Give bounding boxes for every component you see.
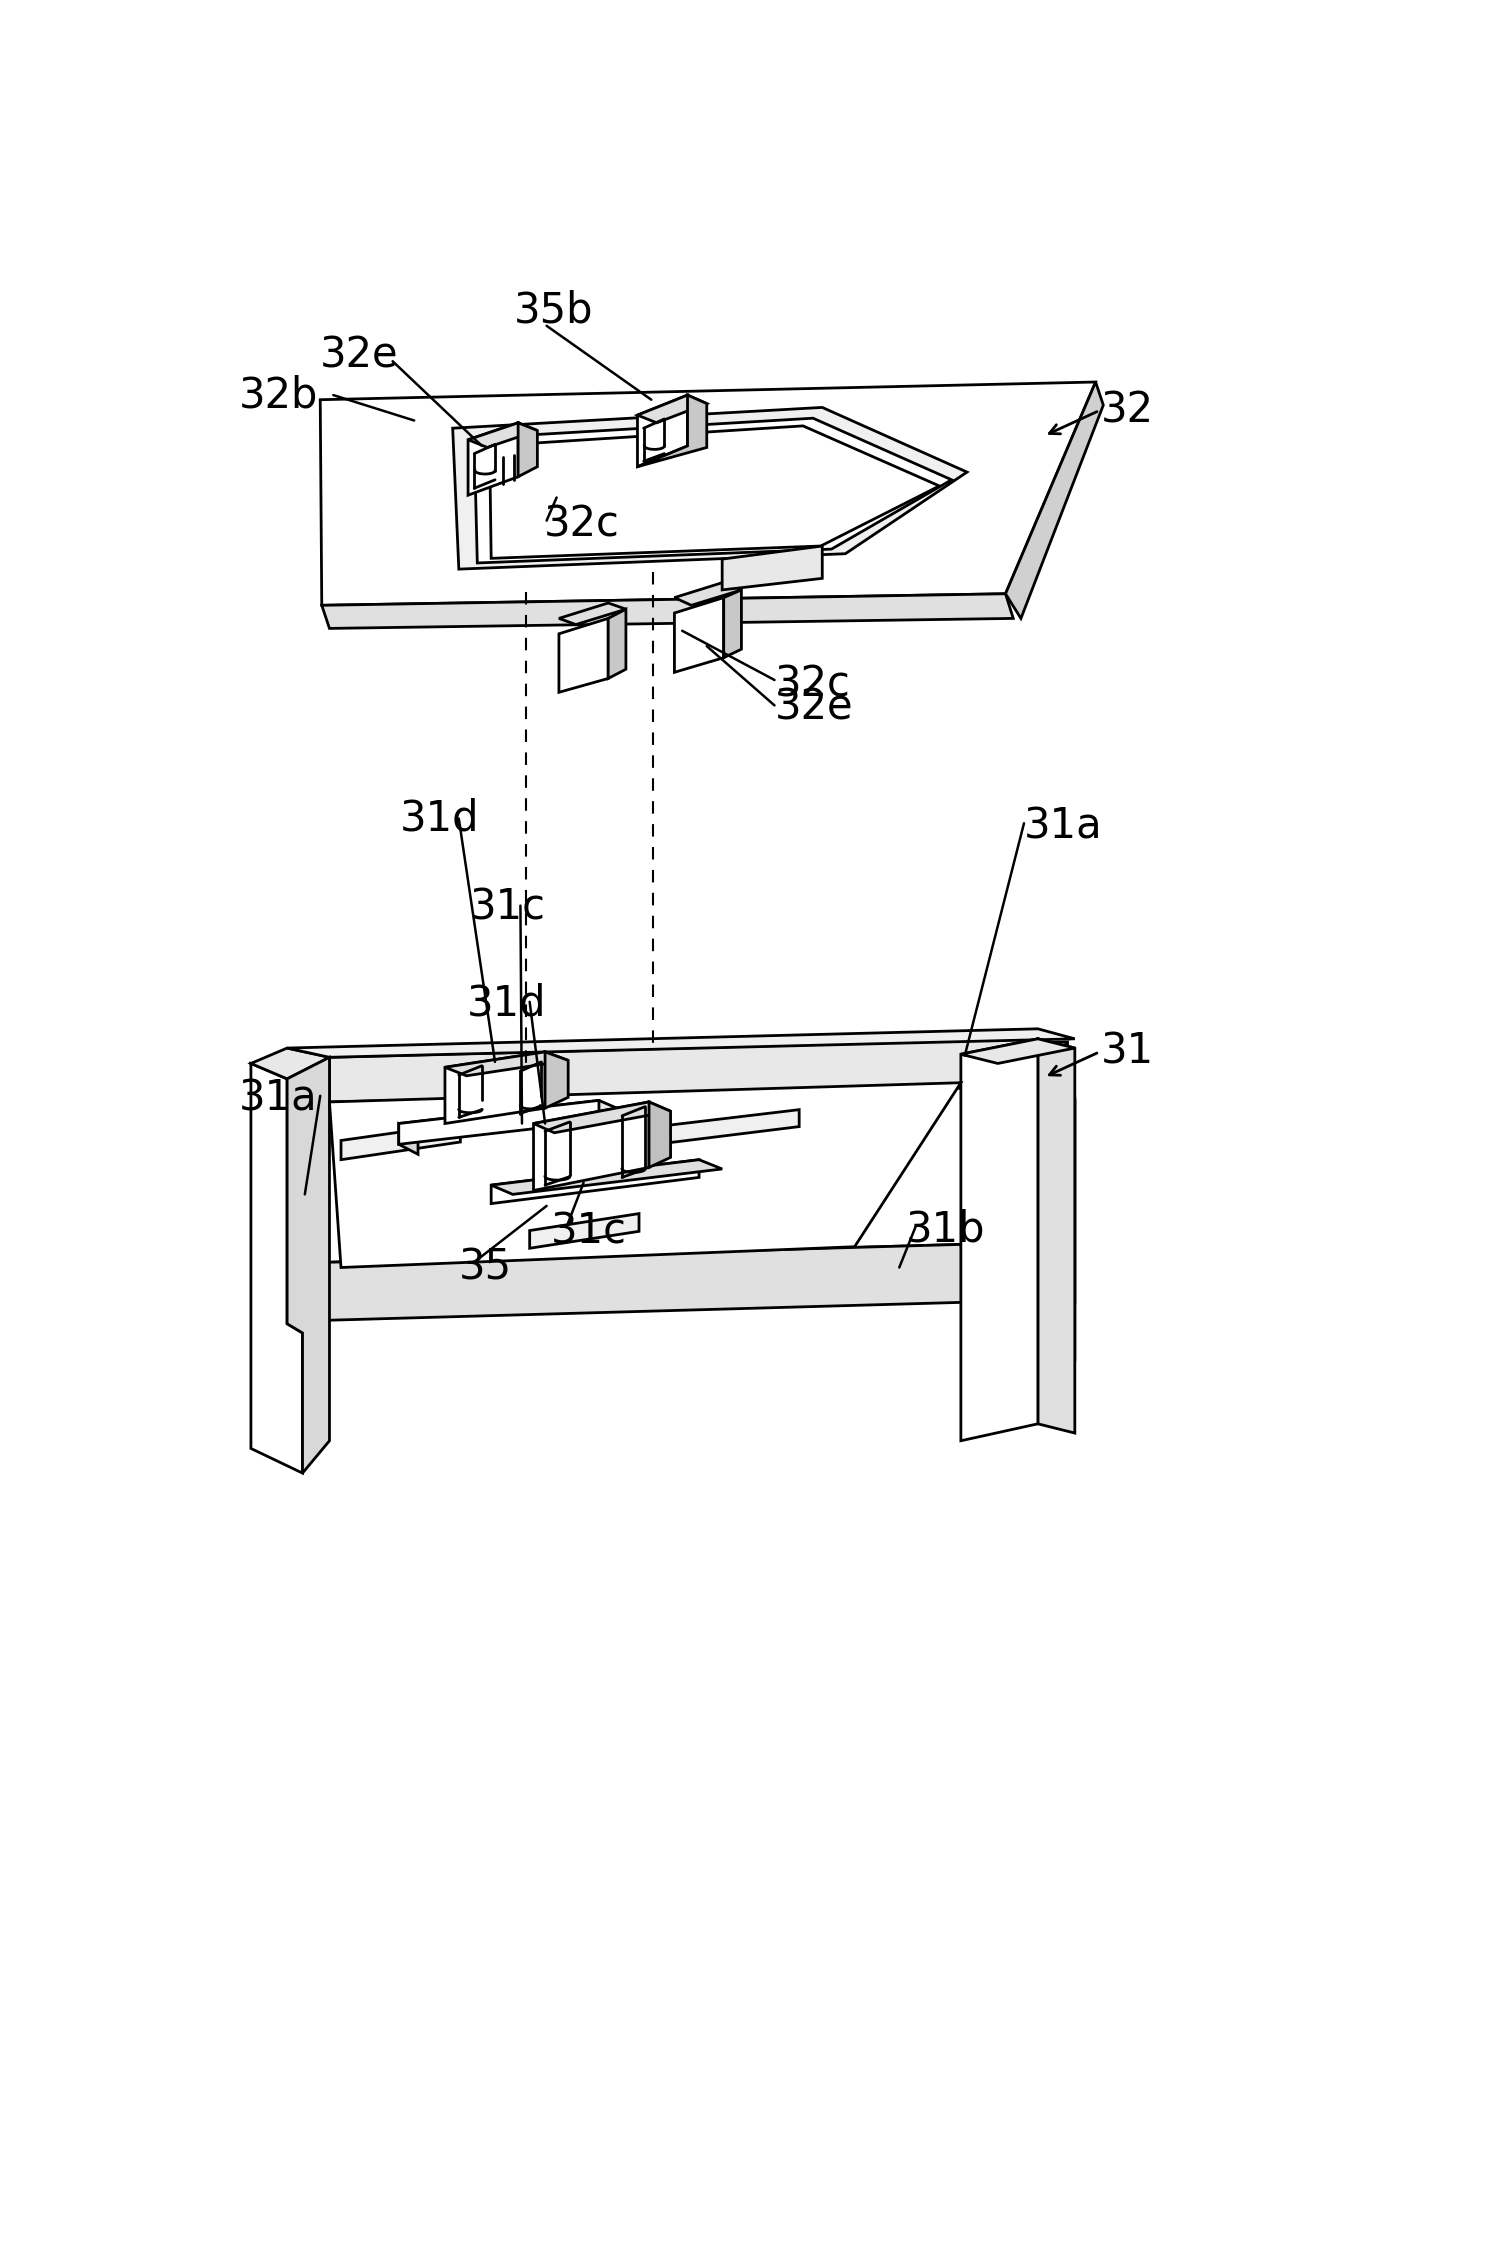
Polygon shape [530,1214,639,1248]
Polygon shape [329,1084,961,1268]
Polygon shape [491,1160,699,1203]
Polygon shape [398,1099,621,1133]
Text: 31c: 31c [551,1210,627,1253]
Polygon shape [251,1063,302,1473]
Text: 31a: 31a [238,1077,317,1120]
Polygon shape [251,1048,329,1079]
Polygon shape [961,1041,1075,1359]
Text: 35b: 35b [515,288,594,331]
Text: 31b: 31b [906,1208,985,1250]
Polygon shape [1006,383,1103,617]
Polygon shape [638,394,707,466]
Polygon shape [961,1039,1075,1063]
Text: 32e: 32e [774,687,853,728]
Polygon shape [490,426,939,559]
Polygon shape [280,1244,969,1323]
Polygon shape [518,424,537,478]
Polygon shape [491,1160,722,1194]
Polygon shape [722,545,822,590]
Text: 32c: 32c [543,502,620,545]
Polygon shape [723,590,741,658]
Polygon shape [1037,1039,1075,1433]
Polygon shape [638,394,687,466]
Polygon shape [608,608,626,678]
Polygon shape [558,604,626,624]
Polygon shape [638,1111,799,1147]
Polygon shape [452,408,967,570]
Polygon shape [545,1052,569,1108]
Text: 31c: 31c [470,888,545,928]
Polygon shape [329,1039,1037,1102]
Polygon shape [961,1039,1037,1440]
Polygon shape [322,595,1013,629]
Text: 35: 35 [458,1246,512,1289]
Text: 32: 32 [1100,390,1154,433]
Text: 32b: 32b [238,374,317,417]
Polygon shape [638,394,707,424]
Text: 31d: 31d [400,798,481,840]
Polygon shape [475,419,952,563]
Polygon shape [533,1102,650,1190]
Polygon shape [469,424,537,448]
Polygon shape [287,1057,329,1473]
Polygon shape [533,1102,671,1133]
Polygon shape [675,581,741,606]
Polygon shape [445,1052,569,1075]
Text: 31d: 31d [467,982,546,1025]
Polygon shape [398,1099,599,1145]
Polygon shape [320,383,1096,606]
Polygon shape [398,1124,418,1154]
Polygon shape [961,1041,1075,1302]
Polygon shape [287,1030,1075,1057]
Polygon shape [558,617,608,692]
Polygon shape [445,1052,545,1124]
Text: 32e: 32e [320,333,398,376]
Text: 32c: 32c [774,665,850,705]
Polygon shape [469,424,518,496]
Polygon shape [251,1041,1067,1264]
Polygon shape [341,1124,461,1160]
Text: 31: 31 [1100,1032,1154,1072]
Polygon shape [650,1102,671,1167]
Text: 31a: 31a [1024,804,1103,847]
Polygon shape [675,597,723,671]
